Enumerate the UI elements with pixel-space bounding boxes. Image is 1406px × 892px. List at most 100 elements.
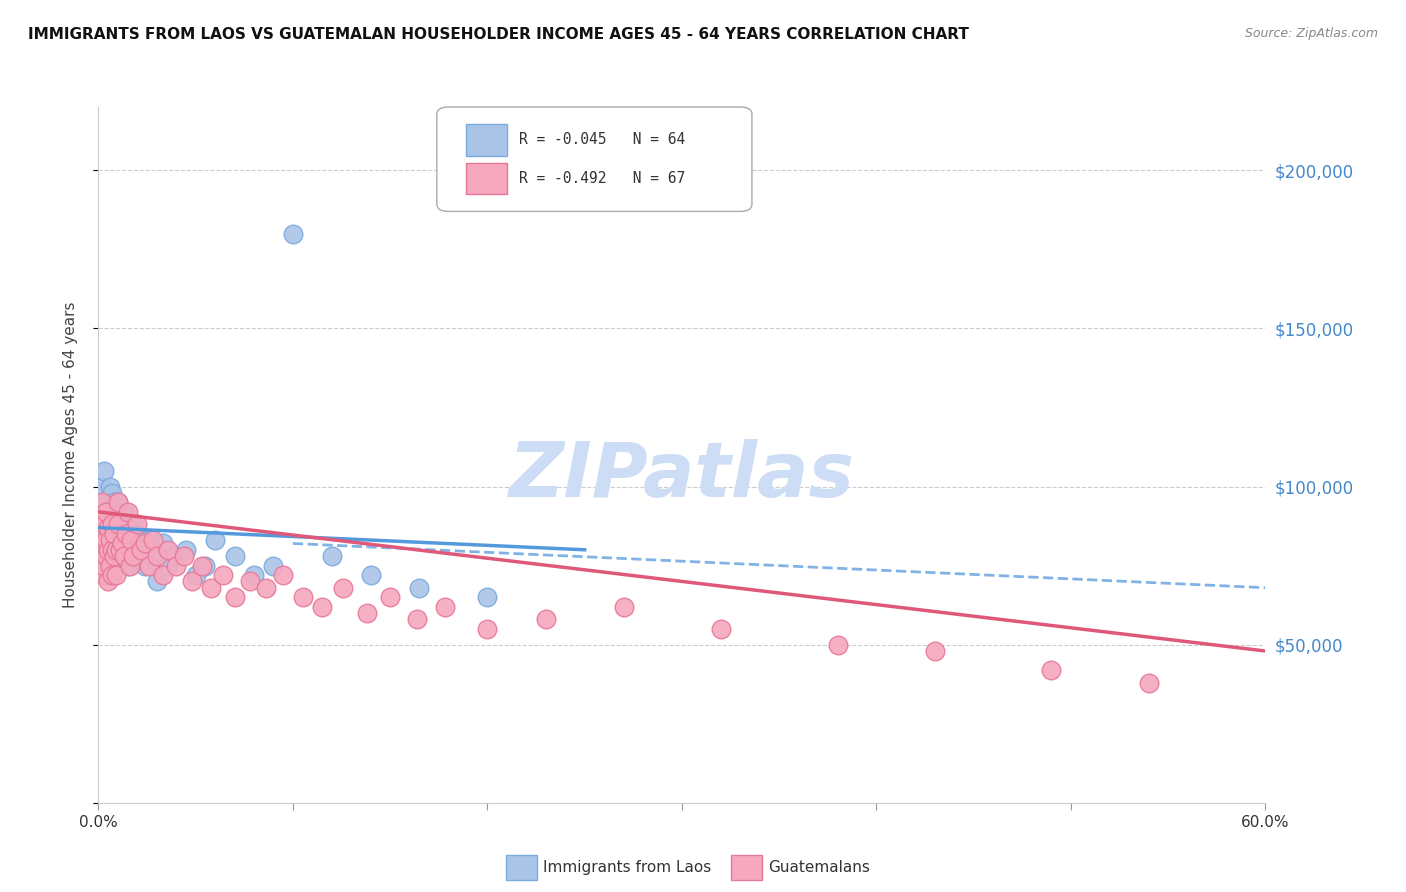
Point — [118, 533, 141, 548]
Point — [142, 533, 165, 548]
Point — [108, 542, 131, 557]
Point — [97, 517, 120, 532]
Point — [97, 536, 120, 550]
Point — [98, 558, 121, 573]
Point — [127, 517, 149, 532]
Point — [212, 568, 235, 582]
Point — [98, 549, 121, 563]
Point — [93, 542, 115, 557]
Point — [93, 517, 115, 532]
Point — [138, 533, 160, 548]
Point — [157, 558, 180, 573]
Point — [138, 558, 160, 573]
Point — [98, 479, 121, 493]
Point — [360, 568, 382, 582]
Point — [224, 549, 246, 563]
Point — [112, 505, 135, 519]
Point — [111, 549, 134, 563]
Point — [114, 527, 136, 541]
Point — [104, 542, 127, 557]
Point — [173, 549, 195, 563]
Point — [103, 527, 125, 541]
Point — [118, 558, 141, 573]
Text: Source: ZipAtlas.com: Source: ZipAtlas.com — [1244, 27, 1378, 40]
Point — [406, 612, 429, 626]
Text: R = -0.045   N = 64: R = -0.045 N = 64 — [519, 132, 685, 147]
Point — [104, 558, 127, 573]
Point — [101, 517, 124, 532]
Point — [91, 479, 114, 493]
Point — [124, 536, 146, 550]
Point — [107, 517, 129, 532]
Point — [291, 591, 314, 605]
Text: Guatemalans: Guatemalans — [768, 861, 869, 875]
Point — [101, 527, 124, 541]
Point — [103, 549, 125, 563]
Point — [356, 606, 378, 620]
Point — [91, 527, 114, 541]
Point — [93, 558, 115, 573]
Point — [152, 568, 174, 582]
Point — [91, 495, 114, 509]
Text: ZIPatlas: ZIPatlas — [509, 439, 855, 513]
Point — [121, 549, 143, 563]
Point — [89, 549, 111, 563]
Point — [184, 568, 207, 582]
Point — [96, 533, 118, 548]
Point — [93, 464, 115, 478]
Point — [477, 622, 499, 636]
Point — [157, 542, 180, 557]
FancyBboxPatch shape — [465, 124, 506, 156]
Point — [96, 495, 118, 509]
Point — [117, 505, 139, 519]
Point — [1040, 663, 1063, 677]
Point — [104, 568, 127, 582]
Point — [111, 536, 134, 550]
Point — [129, 542, 152, 557]
Point — [281, 227, 304, 241]
Point — [96, 549, 118, 563]
Point — [122, 549, 145, 563]
Point — [534, 612, 557, 626]
Point — [104, 533, 127, 548]
Point — [111, 527, 134, 541]
Text: Immigrants from Laos: Immigrants from Laos — [543, 861, 711, 875]
Point — [97, 568, 120, 582]
Point — [101, 568, 124, 582]
Point — [97, 495, 120, 509]
Point — [127, 527, 149, 541]
Point — [96, 521, 118, 535]
FancyBboxPatch shape — [465, 162, 506, 194]
Point — [190, 558, 212, 573]
Point — [122, 517, 145, 532]
Point — [89, 527, 111, 541]
Point — [107, 517, 129, 532]
Text: IMMIGRANTS FROM LAOS VS GUATEMALAN HOUSEHOLDER INCOME AGES 45 - 64 YEARS CORRELA: IMMIGRANTS FROM LAOS VS GUATEMALAN HOUSE… — [28, 27, 969, 42]
Point — [924, 644, 946, 658]
Point — [97, 542, 120, 557]
Point — [321, 549, 343, 563]
Point — [89, 505, 111, 519]
Point — [89, 511, 111, 525]
Point — [194, 558, 217, 573]
Point — [93, 533, 115, 548]
Point — [204, 533, 226, 548]
Y-axis label: Householder Income Ages 45 - 64 years: Householder Income Ages 45 - 64 years — [63, 301, 77, 608]
Point — [165, 549, 187, 563]
Point — [142, 549, 165, 563]
Point — [101, 486, 124, 500]
Point — [93, 568, 115, 582]
Point — [91, 517, 114, 532]
Point — [108, 511, 131, 525]
Point — [103, 521, 125, 535]
Point — [91, 549, 114, 563]
Point — [477, 591, 499, 605]
Point — [262, 558, 284, 573]
Point — [107, 495, 129, 509]
Point — [112, 549, 135, 563]
Point — [108, 536, 131, 550]
Point — [243, 568, 266, 582]
FancyBboxPatch shape — [437, 107, 752, 211]
Point — [91, 536, 114, 550]
Point — [114, 542, 136, 557]
